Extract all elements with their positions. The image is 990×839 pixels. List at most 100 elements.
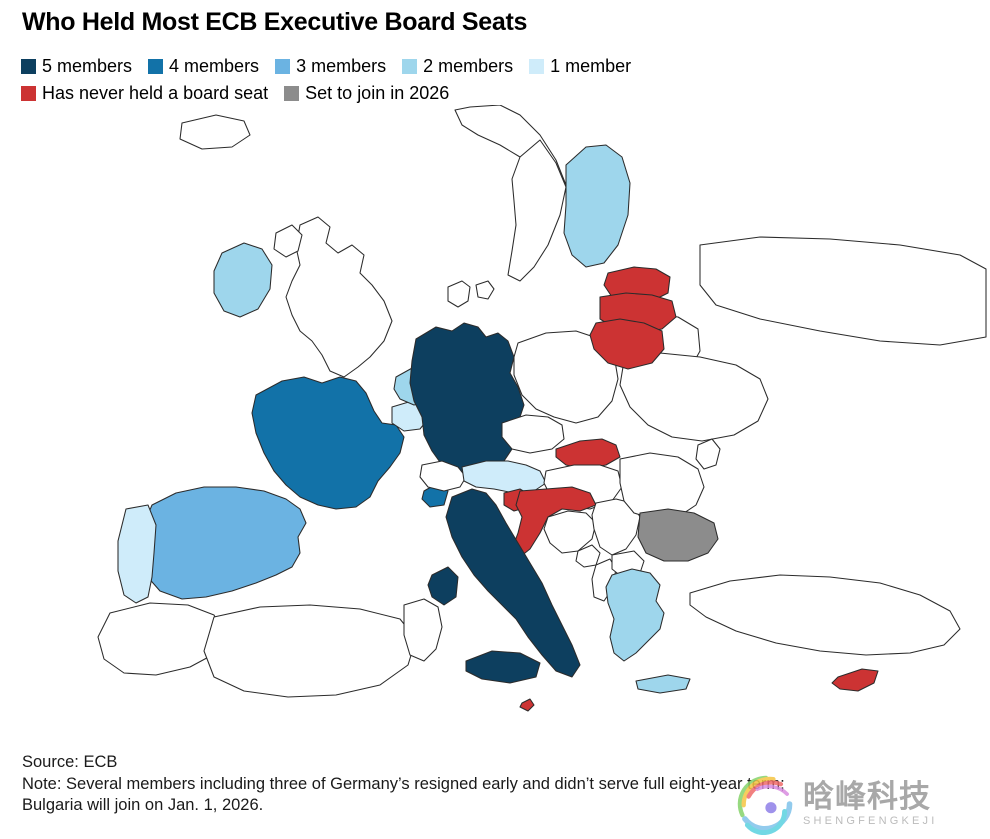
map-region-ireland[interactable]	[213, 242, 273, 318]
map-region-shape	[637, 508, 719, 562]
map-region-shape	[403, 598, 443, 662]
legend-label-joining-2026: Set to join in 2026	[305, 82, 450, 103]
map-region-morocco[interactable]	[97, 602, 225, 676]
map-region-algeria[interactable]	[203, 604, 417, 698]
map-region-austria[interactable]	[461, 460, 547, 494]
legend-swatch-icon-never-held	[21, 85, 36, 101]
footer-note-line-1: Note: Several members including three of…	[22, 774, 785, 793]
legend-item-joining-2026[interactable]: Set to join in 2026	[284, 82, 450, 103]
map-region-shape	[519, 698, 535, 712]
map-region-shape	[501, 414, 565, 454]
map-region-russia-nw[interactable]	[699, 236, 987, 346]
legend-label-never-held: Has never held a board seat	[42, 82, 269, 103]
map-region-shape	[97, 602, 225, 676]
legend-swatch-icon-one-member	[529, 58, 545, 74]
map-region-cyprus[interactable]	[831, 668, 879, 692]
map-region-slovakia[interactable]	[555, 438, 621, 470]
map-region-spain[interactable]	[139, 486, 307, 600]
legend-item-two-members[interactable]: 2 members	[402, 55, 514, 76]
map-region-shape	[419, 460, 467, 492]
map-region-sweden[interactable]	[507, 139, 567, 282]
map-region-shape	[273, 224, 303, 258]
map-region-shape	[461, 460, 547, 494]
map-region-shape	[563, 144, 631, 268]
map-region-turkey[interactable]	[689, 574, 961, 656]
map-region-shape	[475, 280, 495, 300]
map-region-croatia[interactable]	[511, 486, 597, 558]
map-region-ukraine[interactable]	[619, 352, 769, 442]
map-region-shape	[513, 330, 619, 424]
map-region-shape	[409, 322, 525, 474]
legend-row-status: Has never held a board seat Set to join …	[21, 81, 971, 105]
map-svg	[97, 105, 987, 712]
map-region-shape	[213, 242, 273, 318]
legend-label-one-member: 1 member	[550, 55, 632, 76]
map-region-czech-republic[interactable]	[501, 414, 565, 454]
map-region-finland[interactable]	[563, 144, 631, 268]
map-region-lithuania[interactable]	[589, 318, 665, 370]
map-region-shape	[589, 318, 665, 370]
map-region-shape	[635, 674, 691, 694]
map-region-shape	[445, 488, 581, 678]
legend-item-never-held[interactable]: Has never held a board seat	[21, 82, 269, 103]
map-region-switzerland[interactable]	[419, 460, 467, 492]
europe-choropleth-map[interactable]	[0, 105, 990, 745]
map-region-shape	[465, 650, 541, 684]
map-region-bosnia-and-herzegovina[interactable]	[543, 510, 597, 554]
footer-notes: Source: ECB Note: Several members includ…	[22, 752, 785, 817]
map-region-bulgaria[interactable]	[637, 508, 719, 562]
legend-swatch-icon-joining-2026	[284, 85, 300, 101]
legend-item-one-member[interactable]: 1 member	[529, 55, 632, 76]
map-region-germany[interactable]	[409, 322, 525, 474]
legend-swatch-icon-three-members	[275, 58, 291, 74]
watermark-chinese-text: 晗峰科技	[803, 779, 931, 815]
map-region-shape	[543, 510, 597, 554]
legend-swatch-icon-two-members	[402, 58, 418, 74]
footer-source: Source: ECB	[22, 753, 118, 771]
map-region-shape	[139, 486, 307, 600]
footer-note-line-2: Bulgaria will join on Jan. 1, 2026.	[22, 796, 264, 814]
map-region-denmark[interactable]	[447, 280, 495, 308]
legend-item-three-members[interactable]: 3 members	[275, 56, 386, 76]
map-region-shape	[619, 352, 769, 442]
legend-swatch-icon-five-members	[21, 58, 36, 74]
legend-label-four-members: 4 members	[169, 55, 260, 76]
map-region-italy[interactable]	[427, 488, 581, 684]
map-region-shape	[251, 376, 405, 510]
map-region-poland[interactable]	[513, 330, 619, 424]
map-region-shape	[203, 604, 417, 698]
legend-item-four-members[interactable]: 4 members	[148, 55, 260, 76]
map-region-malta[interactable]	[519, 698, 535, 712]
map-legend: 5 members 4 members 3 members 2 members …	[21, 54, 971, 108]
map-region-shape	[179, 114, 251, 150]
map-regions-layer	[97, 105, 987, 712]
legend-item-five-members[interactable]: 5 members	[21, 55, 133, 76]
map-region-romania[interactable]	[619, 452, 705, 520]
map-region-shape	[507, 139, 567, 282]
legend-label-five-members: 5 members	[42, 55, 133, 76]
map-region-moldova[interactable]	[695, 438, 721, 470]
watermark-swirl-icon	[737, 775, 793, 835]
map-region-shape	[447, 280, 471, 308]
map-region-portugal[interactable]	[117, 504, 157, 604]
map-region-tunisia[interactable]	[403, 598, 443, 662]
map-region-iceland[interactable]	[179, 114, 251, 150]
map-region-shape	[695, 438, 721, 470]
map-region-shape	[605, 568, 665, 662]
map-region-shape	[555, 438, 621, 470]
map-region-france[interactable]	[251, 376, 449, 510]
map-region-shape	[117, 504, 157, 604]
map-region-shape	[699, 236, 987, 346]
map-region-shape	[285, 216, 393, 378]
map-region-shape	[831, 668, 879, 692]
legend-swatch-icon-four-members	[148, 58, 164, 74]
watermark-text: 晗峰科技 SHENGFENGKEJI	[803, 780, 938, 828]
map-region-shape	[427, 566, 459, 606]
watermark: 晗峰科技 SHENGFENGKEJI	[735, 772, 985, 836]
map-region-greece[interactable]	[605, 568, 691, 694]
legend-label-two-members: 2 members	[423, 55, 514, 76]
map-region-united-kingdom[interactable]	[273, 216, 393, 378]
map-region-shape	[511, 486, 597, 558]
map-region-shape	[689, 574, 961, 656]
